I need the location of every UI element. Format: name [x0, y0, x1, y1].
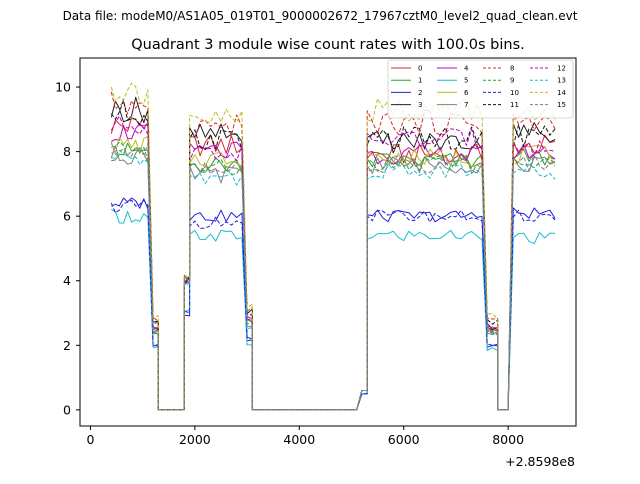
legend-label-4: 4: [464, 65, 469, 73]
legend-label-6: 6: [464, 89, 469, 97]
legend-label-11: 11: [510, 101, 519, 109]
series-line-8: [110, 91, 556, 411]
y-tick-label: 6: [63, 209, 71, 224]
series-line-6: [111, 136, 556, 411]
series-line-13: [111, 150, 556, 411]
legend-label-8: 8: [510, 65, 514, 73]
y-tick-label: 0: [63, 402, 71, 417]
series-line-1: [111, 142, 556, 411]
legend-label-3: 3: [418, 101, 422, 109]
data-file-caption: Data file: modeM0/AS1A05_019T01_90000026…: [63, 9, 578, 23]
legend-label-13: 13: [557, 77, 566, 85]
y-tick-label: 8: [63, 144, 71, 159]
series-line-4: [111, 121, 556, 411]
legend-label-10: 10: [510, 89, 519, 97]
x-tick-label: 2000: [179, 432, 211, 447]
series-line-5: [111, 208, 556, 411]
chart-title: Quadrant 3 module wise count rates with …: [131, 37, 525, 53]
legend-label-5: 5: [464, 77, 468, 85]
plot-frame: [79, 57, 577, 427]
series-layer: [110, 82, 556, 411]
legend-label-9: 9: [510, 77, 514, 85]
series-line-2: [111, 197, 556, 411]
series-line-11: [110, 99, 556, 411]
series-line-7: [110, 145, 556, 411]
legend-label-2: 2: [418, 89, 422, 97]
legend-label-14: 14: [557, 89, 566, 97]
x-tick-label: 4000: [283, 432, 315, 447]
x-tick-label: 6000: [388, 432, 420, 447]
legend-label-15: 15: [557, 101, 566, 109]
legend-label-7: 7: [464, 101, 468, 109]
axes-layer: 0 2000 4000 6000 8000 0 2 4 6 8 10: [55, 80, 524, 447]
series-line-12: [110, 115, 556, 411]
series-line-10: [110, 199, 556, 411]
legend-box: [387, 59, 574, 119]
y-tick-label: 4: [63, 273, 71, 288]
legend-label-0: 0: [418, 65, 422, 73]
x-offset-label: +2.8598e8: [505, 454, 575, 469]
x-tick-label: 0: [86, 432, 94, 447]
legend-label-12: 12: [557, 65, 566, 73]
y-tick-label: 2: [63, 338, 71, 353]
legend-label-1: 1: [418, 77, 422, 85]
series-line-0: [110, 117, 556, 411]
x-tick-label: 8000: [492, 432, 524, 447]
series-line-9: [111, 141, 556, 411]
y-tick-label: 10: [55, 80, 71, 95]
series-line-3: [110, 96, 556, 411]
series-line-14: [110, 82, 556, 411]
series-line-15: [110, 142, 556, 411]
